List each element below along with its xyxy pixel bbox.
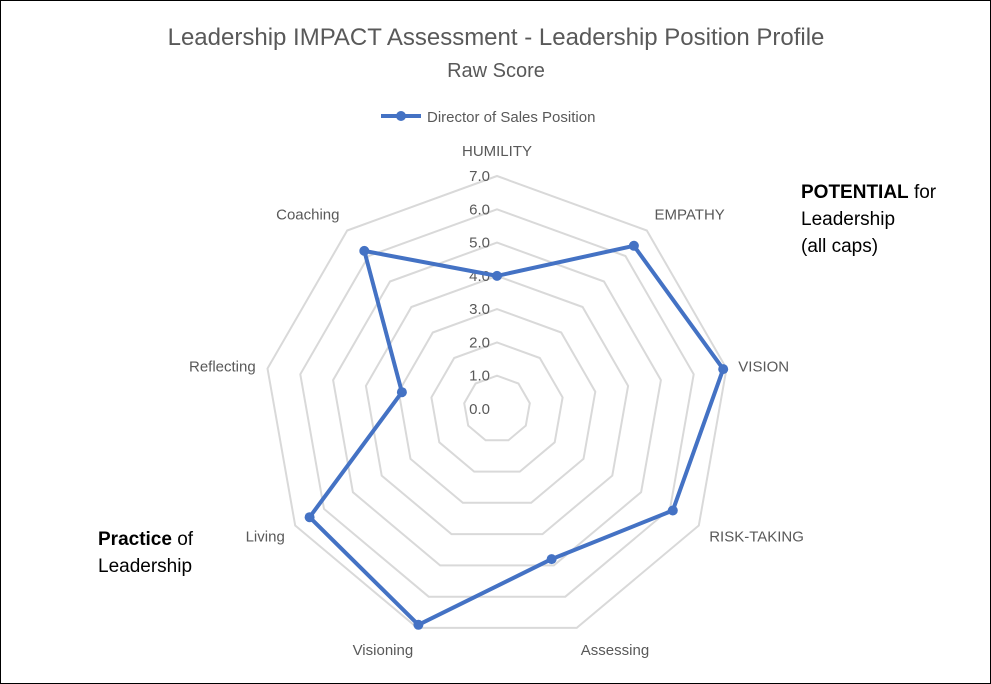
potential-note-line2: Leadership [801,209,896,230]
category-label: Living [246,529,285,546]
data-point [492,270,502,281]
data-point [546,554,557,565]
data-point [413,619,424,630]
grid-ring [364,274,630,536]
grid-ring [266,174,728,629]
data-point [628,240,639,251]
grid-ring [397,308,597,504]
legend-label: Director of Sales Position [427,109,595,126]
legend: Director of Sales Position [381,109,595,126]
potential-note-bold: POTENTIAL [801,182,909,203]
category-label: Assessing [581,642,649,659]
practice-note: Practice of Leadership [98,526,193,580]
potential-note-line3: (all caps) [801,236,879,257]
practice-note-line1: of [171,529,194,550]
category-label: VISION [738,359,789,376]
radar-grid [266,174,728,629]
data-point [359,245,370,256]
legend-marker [396,111,406,121]
tick-label: 3.0 [469,301,490,318]
practice-note-line2: Leadership [98,556,193,577]
data-point [304,512,315,523]
data-point [718,364,729,375]
practice-note-bold: Practice [98,529,172,550]
potential-note-line1: for [908,182,937,203]
category-labels: HUMILITY EMPATHY VISION RISK-TAKING Assessin… [189,143,804,659]
tick-label: 0.0 [469,401,490,418]
category-label: RISK-TAKING [709,529,804,546]
grid-ring [332,241,662,567]
category-label: Coaching [276,206,339,223]
category-label: HUMILITY [462,143,532,160]
chart-subtitle: Raw Score [447,60,545,82]
potential-note: POTENTIAL for Leadership (all caps) [801,179,936,260]
grid-ring [430,341,564,473]
radial-ticks: 0.01.02.03.04.05.06.07.0 [469,168,490,418]
grid-ring [299,208,695,598]
data-point [667,505,678,516]
tick-label: 1.0 [469,368,490,385]
chart-title: Leadership IMPACT Assessment - Leadershi… [168,24,825,51]
category-label: EMPATHY [655,206,725,223]
tick-label: 6.0 [469,201,490,218]
tick-label: 5.0 [469,235,490,252]
series-director-of-sales [304,240,729,630]
grid-ring [463,374,531,442]
category-label: Visioning [353,642,414,659]
data-point [396,387,407,398]
category-label: Reflecting [189,359,256,376]
tick-label: 7.0 [469,168,490,185]
tick-label: 2.0 [469,334,490,351]
series-line [307,243,726,627]
